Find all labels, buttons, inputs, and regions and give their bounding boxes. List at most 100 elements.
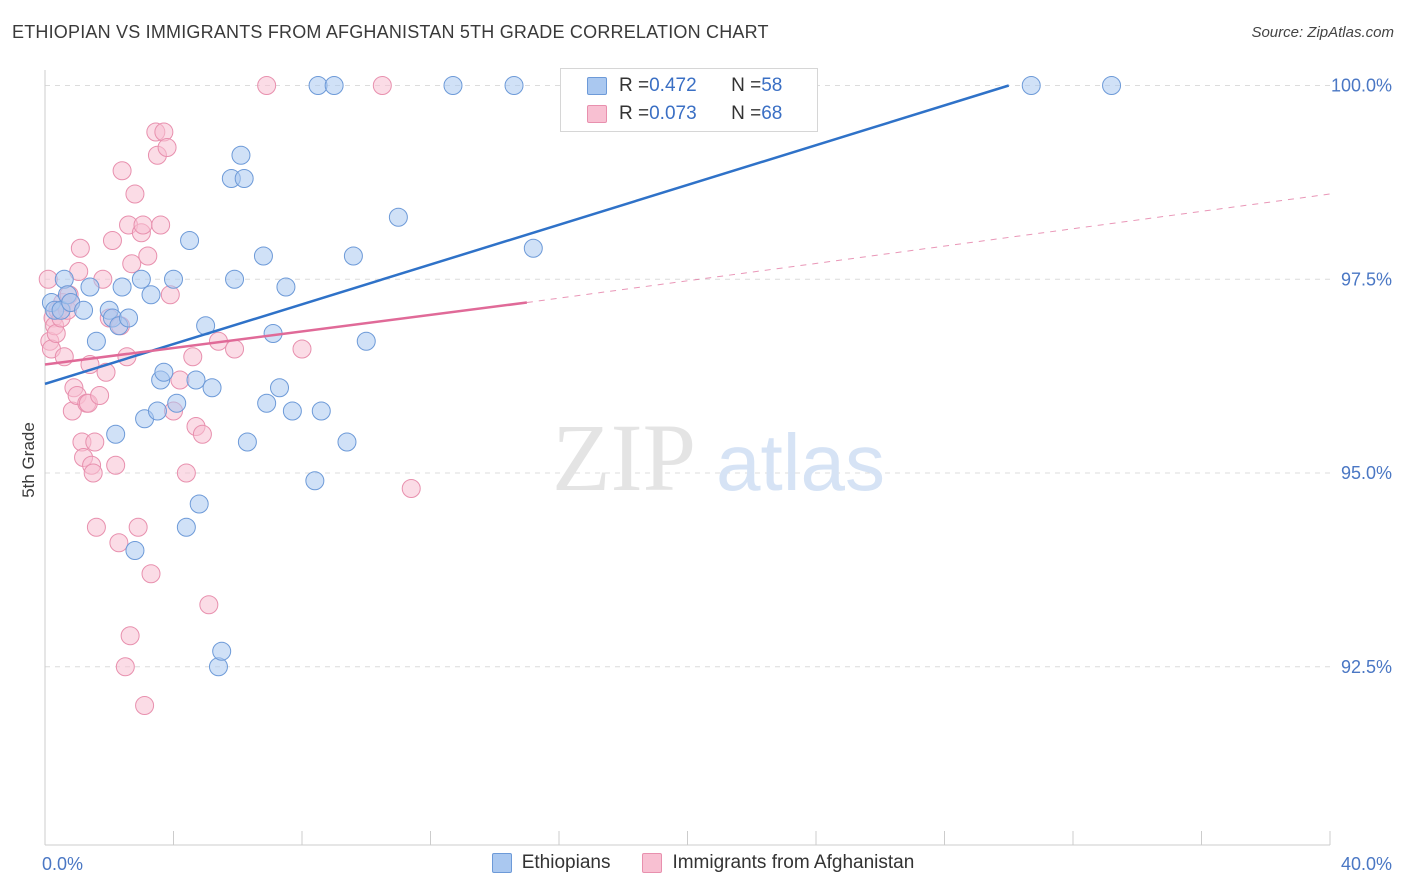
afghan-point [120,626,140,646]
legend-swatch-afghan [587,105,607,123]
afghan-point [125,184,145,204]
legend-r-value: 0.472 [649,75,697,96]
afghan-point [141,564,161,584]
afghan-point [157,138,177,157]
ethiopian-point [147,401,167,421]
afghan-point [225,339,245,359]
trend-lines [44,84,1331,386]
afghan-point [128,517,148,537]
watermark-zip: ZIP [552,404,696,511]
ethiopian-point [176,517,196,537]
ethiopian-point [125,541,145,560]
afghan-point [109,533,129,553]
legend-n-value: 68 [761,103,783,124]
ethiopian-point [112,277,132,297]
legend-label-afghan: Immigrants from Afghanistan [672,852,915,873]
source-note: Source: ZipAtlas.com [1251,24,1394,41]
ethiopian-point [106,424,126,444]
ethiopian-point [86,331,106,351]
x-tick-label: 40.0% [1341,854,1392,874]
x-tick-label: 0.0% [42,854,83,874]
legend-item-ethiopians: Ethiopians [491,852,611,874]
ethiopian-point [225,269,245,289]
afghan-point [192,424,212,444]
afghan-point [135,696,155,715]
legend-swatch-ethiopians [491,853,512,873]
afghan-point [83,463,103,483]
trend-line-afghan [44,301,528,366]
y-tick-label: 97.5% [1341,269,1392,289]
legend-r-label: R = [619,103,650,124]
afghan-point [170,370,190,390]
afghan-point [85,432,105,452]
legend-n-value: 58 [761,75,783,96]
afghan-point [112,161,132,181]
legend-row-afghan: R = 0.073 N = 68 [587,101,782,127]
afghan-point [151,215,171,235]
y-tick-labels: 92.5% 95.0% 97.5% 100.0% [1331,76,1392,677]
series-legend: Ethiopians Immigrants from Afghanistan [0,852,1406,874]
ethiopian-point [253,246,273,266]
ethiopian-point [308,76,328,95]
ethiopian-point [189,494,209,514]
afghan-point [90,386,110,405]
afghan-point [96,362,116,382]
ethiopian-point [311,401,331,421]
afghan-point [176,463,196,483]
afghan-point [257,76,277,95]
ethiopian-point [54,269,74,289]
ethiopian-point [141,285,161,305]
ethiopian-point [74,300,94,320]
y-axis-label: 5th Grade [19,422,38,498]
ethiopian-point [343,246,363,266]
legend-swatch-ethiopians [587,77,607,95]
ethiopian-point [443,76,463,95]
ethiopian-point [523,238,543,258]
ethiopian-point [356,331,376,351]
afghan-point [106,455,126,475]
afghan-point [292,339,312,359]
legend-swatch-afghan [642,853,663,873]
afghan-point [38,269,58,289]
ethiopian-point [180,231,200,250]
afghan-point [183,347,203,367]
ethiopian-point [257,393,277,413]
y-tick-label: 95.0% [1341,463,1392,483]
axes [44,70,1331,846]
legend-n-label: N = [731,75,762,96]
afghan-point [102,231,122,250]
ethiopian-point [164,269,183,289]
ethiopian-point [234,169,254,188]
ethiopian-point [231,145,251,165]
ethiopian-point [131,269,151,289]
legend-item-afghan: Immigrants from Afghanistan [642,852,914,874]
legend-label-ethiopians: Ethiopians [521,852,611,873]
ethiopian-point [337,432,357,452]
watermark-atlas: atlas [716,418,885,507]
ethiopian-point [305,471,325,491]
afghan-point [199,595,219,615]
ethiopian-point [186,370,206,390]
ethiopian-point [1021,76,1041,95]
ethiopian-point [270,378,290,398]
ethiopian-point [212,641,232,661]
afghan-point [401,479,421,498]
ethiopian-point [208,657,228,677]
afghan-point [372,76,392,95]
ethiopian-point [388,207,408,227]
afghan-point [154,122,174,142]
ethiopian-point [276,277,296,297]
legend-n-label: N = [731,103,762,124]
trend-line-ethiopians [44,84,1010,386]
ethiopian-point [504,76,524,95]
afghan-point [86,517,106,537]
trend-line-afghan-extension [526,193,1331,303]
ethiopian-point [167,393,187,413]
y-tick-label: 92.5% [1341,657,1392,677]
series-ethiopians-points [41,76,1122,677]
afghan-point [138,246,158,266]
ethiopian-point [80,277,100,297]
afghan-point [160,285,180,305]
afghan-point [115,657,135,677]
